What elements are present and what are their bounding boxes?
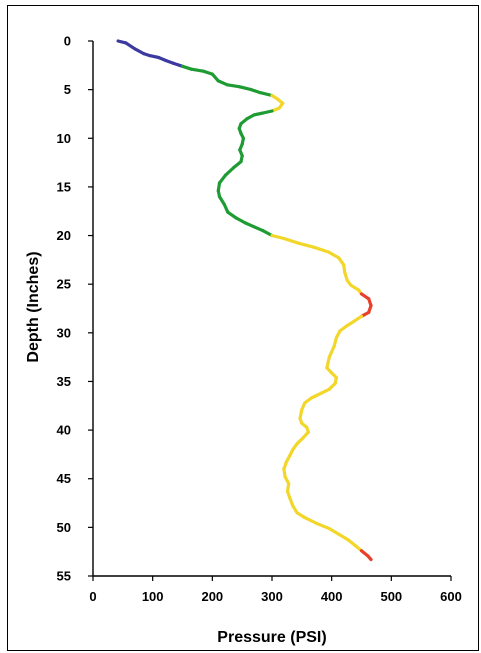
- profile-segment: [252, 225, 265, 233]
- y-tick-label: 55: [57, 569, 71, 584]
- profile-segment: [315, 521, 331, 530]
- profile-segment: [261, 229, 274, 238]
- y-tick-label: 0: [64, 34, 71, 49]
- y-tick-label: 40: [57, 423, 71, 438]
- x-tick-label: 400: [321, 589, 343, 604]
- y-tick-label: 15: [57, 179, 71, 194]
- x-tick-label: 200: [201, 589, 223, 604]
- profile-segment: [243, 221, 256, 229]
- profile-segment: [124, 41, 137, 51]
- profile-segment: [216, 79, 229, 87]
- profile-segment: [325, 355, 331, 370]
- profile-segment: [327, 250, 341, 260]
- profile-segment: [365, 553, 373, 562]
- profile-segment: [237, 85, 253, 92]
- y-tick-label: 5: [64, 82, 71, 97]
- profile-segment: [270, 233, 286, 241]
- y-tick-label: 25: [57, 277, 71, 292]
- x-tick-label: 500: [380, 589, 402, 604]
- y-tick-label: 30: [57, 325, 71, 340]
- x-tick-label: 0: [89, 589, 96, 604]
- profile-segment: [223, 165, 236, 177]
- profile-segment: [297, 241, 316, 249]
- profile-segment: [234, 216, 247, 225]
- profile-segment: [217, 173, 228, 185]
- profile-segment: [327, 344, 336, 359]
- profile-segment: [337, 532, 350, 542]
- y-tick-label: 35: [57, 374, 71, 389]
- y-axis-title: Depth (Inches): [25, 251, 42, 362]
- x-tick-label: 100: [142, 589, 164, 604]
- profile-segment: [312, 245, 331, 254]
- chart-frame: [7, 5, 479, 651]
- profile-segment: [226, 210, 238, 220]
- x-tick-label: 300: [261, 589, 283, 604]
- y-tick-label: 45: [57, 471, 71, 486]
- profile-segment: [309, 391, 324, 400]
- y-tick-label: 20: [57, 228, 71, 243]
- x-tick-label: 600: [440, 589, 462, 604]
- profile-segment: [225, 83, 241, 89]
- profile-segment: [327, 526, 341, 536]
- profile-segment: [282, 236, 301, 245]
- profile-segment: [133, 47, 146, 56]
- x-axis-title: Pressure (PSI): [217, 629, 326, 646]
- axes: 0 5 10 15 20 25 30 35 40 45 50 55 0 100 200 300 400 500 60…: [57, 34, 462, 605]
- profile-segment: [189, 67, 205, 73]
- pressure-profile-line: [116, 39, 373, 562]
- y-tick-label: 50: [57, 520, 71, 535]
- profile-segment: [258, 90, 274, 98]
- y-tick-label: 10: [57, 131, 71, 146]
- profile-segment: [303, 515, 319, 526]
